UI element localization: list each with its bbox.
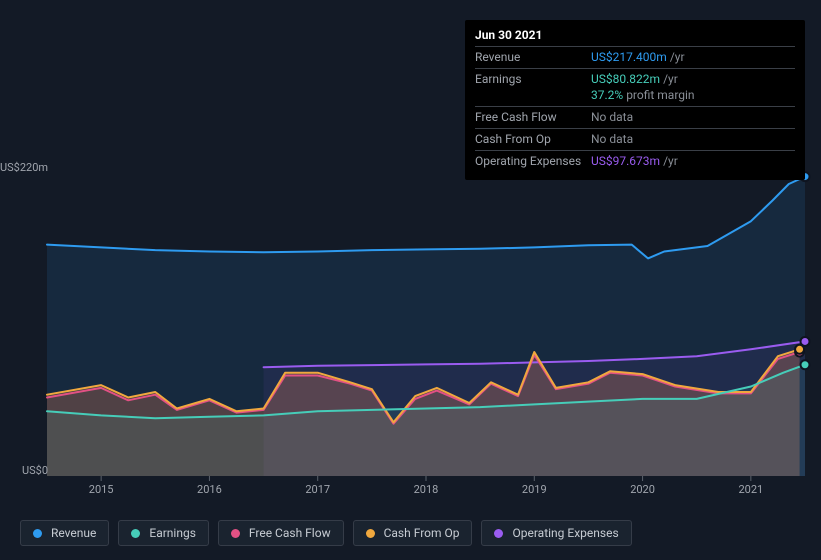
tooltip-row-value: No data (591, 110, 633, 124)
legend-swatch-icon (131, 529, 140, 538)
tooltip-row-value: No data (591, 132, 633, 146)
tooltip-row-label: Free Cash Flow (475, 109, 591, 125)
tooltip-row-label: Earnings (475, 71, 591, 103)
y-axis-label: US$0 (0, 464, 48, 477)
line-revenue (47, 177, 805, 259)
x-axis-label: 2020 (613, 483, 673, 496)
legend-item-fcf[interactable]: Free Cash Flow (218, 520, 344, 546)
x-axis-label: 2019 (504, 483, 564, 496)
legend-item-label: Free Cash Flow (249, 526, 331, 540)
tooltip-date: Jun 30 2021 (475, 28, 795, 47)
legend-swatch-icon (33, 529, 42, 538)
x-axis-label: 2017 (288, 483, 348, 496)
tooltip-rows: RevenueUS$217.400m/yrEarningsUS$80.822m/… (475, 47, 795, 172)
tooltip-row: EarningsUS$80.822m/yr37.2%profit margin (475, 69, 795, 107)
tooltip-row-label: Revenue (475, 49, 591, 65)
end-marker-cfo (795, 345, 804, 354)
legend-item-opex[interactable]: Operating Expenses (481, 520, 631, 546)
x-axis-label: 2016 (179, 483, 239, 496)
legend-item-label: Revenue (51, 526, 96, 540)
tooltip-row-value: US$80.822m (591, 72, 660, 86)
y-axis-label: US$220m (0, 161, 48, 174)
x-axis-label: 2021 (721, 483, 781, 496)
tooltip-row: Free Cash FlowNo data (475, 107, 795, 129)
tooltip-row: RevenueUS$217.400m/yr (475, 47, 795, 69)
chart-tooltip: Jun 30 2021 RevenueUS$217.400m/yrEarning… (465, 20, 805, 180)
legend-swatch-icon (494, 529, 503, 538)
legend-item-label: Earnings (149, 526, 196, 540)
tooltip-row-label: Operating Expenses (475, 153, 591, 169)
x-axis-label: 2015 (71, 483, 131, 496)
tooltip-row: Cash From OpNo data (475, 129, 795, 151)
tooltip-row: Operating ExpensesUS$97.673m/yr (475, 151, 795, 172)
legend-swatch-icon (366, 529, 375, 538)
legend-item-cfo[interactable]: Cash From Op (353, 520, 473, 546)
end-marker-earnings (801, 360, 810, 369)
legend-swatch-icon (231, 529, 240, 538)
legend-item-label: Operating Expenses (512, 526, 618, 540)
legend-item-revenue[interactable]: Revenue (20, 520, 109, 546)
x-axis-label: 2018 (396, 483, 456, 496)
tooltip-row-value: US$97.673m (591, 154, 660, 168)
chart-legend: Revenue Earnings Free Cash Flow Cash From O… (20, 520, 632, 546)
tooltip-row-value: US$217.400m (591, 50, 667, 64)
legend-item-earnings[interactable]: Earnings (118, 520, 209, 546)
legend-item-label: Cash From Op (384, 526, 460, 540)
tooltip-row-label: Cash From Op (475, 131, 591, 147)
